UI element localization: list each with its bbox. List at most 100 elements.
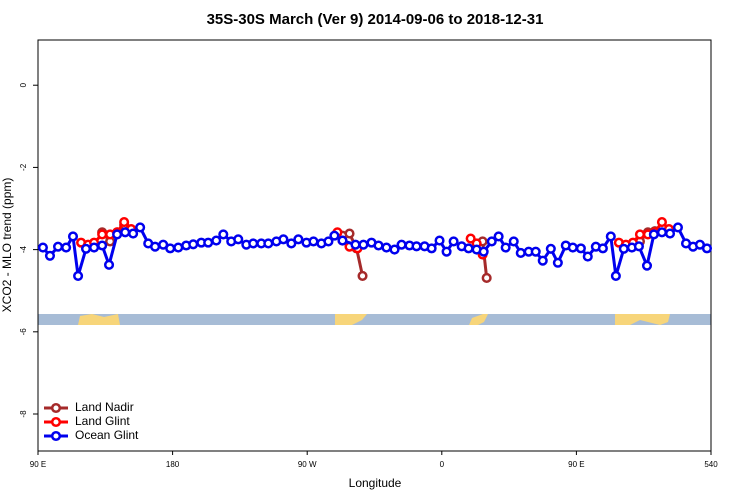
- x-axis-label: Longitude: [349, 476, 402, 490]
- legend-label: Land Glint: [75, 414, 130, 428]
- legend-label: Ocean Glint: [75, 428, 139, 442]
- data-point: [582, 251, 593, 262]
- land-blob: [78, 314, 120, 325]
- data-point: [634, 229, 646, 240]
- data-point: [656, 217, 667, 228]
- data-point: [434, 235, 445, 246]
- data-point: [248, 238, 259, 249]
- data-point: [481, 272, 492, 284]
- data-point: [493, 231, 504, 242]
- data-point: [278, 234, 289, 245]
- data-point: [165, 243, 176, 254]
- data-point: [411, 241, 422, 252]
- x-tick-label: 90 E: [568, 460, 584, 469]
- data-point: [61, 242, 72, 253]
- data-point: [463, 243, 474, 254]
- data-point: [537, 255, 548, 266]
- data-point: [381, 242, 392, 253]
- legend-label: Land Nadir: [75, 400, 134, 414]
- data-point: [426, 243, 437, 254]
- data-point: [97, 240, 108, 251]
- legend-marker: [50, 416, 62, 428]
- data-point: [89, 242, 100, 253]
- data-point: [597, 243, 608, 254]
- ocean-strip: [38, 314, 711, 325]
- data-point: [150, 241, 161, 252]
- y-axis-label: XCO2 - MLO trend (ppm): [0, 178, 14, 313]
- x-tick-label: 180: [166, 460, 180, 469]
- data-point: [610, 270, 621, 281]
- data-point: [344, 228, 355, 239]
- data-point: [396, 239, 407, 250]
- data-point: [478, 246, 489, 257]
- data-point: [263, 238, 274, 249]
- data-point: [350, 239, 361, 250]
- data-point: [357, 270, 368, 281]
- data-point: [633, 241, 644, 252]
- data-point: [664, 228, 676, 239]
- land-blob: [469, 314, 488, 325]
- land-mask: [38, 314, 711, 325]
- data-point: [233, 234, 244, 245]
- data-point: [486, 236, 497, 247]
- data-point: [293, 234, 304, 245]
- chart-title: 35S-30S March (Ver 9) 2014-09-06 to 2018…: [207, 11, 544, 28]
- data-point: [97, 229, 108, 240]
- data-point: [575, 243, 586, 254]
- y-tick-label: -6: [19, 328, 28, 336]
- data-point: [67, 231, 79, 242]
- y-tick-label: -2: [19, 163, 28, 171]
- data-point: [103, 259, 115, 270]
- data-point: [337, 235, 348, 246]
- data-point: [530, 246, 541, 257]
- data-point: [112, 229, 123, 240]
- x-tick-label: 0: [440, 460, 445, 469]
- land-blob: [615, 314, 670, 325]
- data-point: [120, 227, 131, 238]
- data-point: [641, 260, 653, 271]
- data-point: [119, 217, 130, 228]
- data-point: [52, 241, 64, 252]
- data-point: [465, 233, 476, 244]
- data-point: [44, 250, 56, 261]
- y-tick-label: -4: [19, 246, 28, 254]
- data-point: [358, 239, 369, 250]
- land-blob: [335, 314, 367, 325]
- data-point: [515, 247, 526, 258]
- data-point: [286, 238, 297, 249]
- x-tick-label: 540: [704, 460, 718, 469]
- data-point: [500, 242, 511, 253]
- data-point: [188, 239, 199, 250]
- x-tick-label: 90 E: [30, 460, 46, 469]
- y-tick-label: 0: [19, 82, 28, 87]
- data-point: [135, 222, 146, 233]
- data-point: [656, 227, 667, 238]
- data-point: [211, 235, 222, 246]
- data-point: [618, 243, 629, 254]
- data-point: [329, 230, 340, 241]
- data-point: [389, 244, 400, 255]
- data-point: [323, 236, 334, 247]
- data-point: [218, 229, 229, 240]
- data-point: [73, 270, 84, 281]
- data-point: [37, 242, 48, 253]
- data-point: [552, 257, 563, 268]
- data-point: [80, 243, 92, 254]
- data-point: [545, 243, 556, 254]
- data-point: [508, 236, 519, 247]
- data-point: [701, 243, 713, 254]
- data-point: [173, 242, 184, 253]
- data-point: [203, 237, 214, 248]
- data-point: [648, 229, 659, 240]
- data-point: [308, 236, 319, 247]
- data-point: [373, 240, 384, 251]
- data-point: [441, 246, 452, 257]
- data-point: [672, 222, 683, 233]
- x-tick-label: 90 W: [298, 460, 317, 469]
- y-tick-label: -8: [19, 410, 28, 418]
- data-point: [128, 228, 139, 239]
- legend-marker: [50, 430, 62, 442]
- data-point: [567, 242, 578, 253]
